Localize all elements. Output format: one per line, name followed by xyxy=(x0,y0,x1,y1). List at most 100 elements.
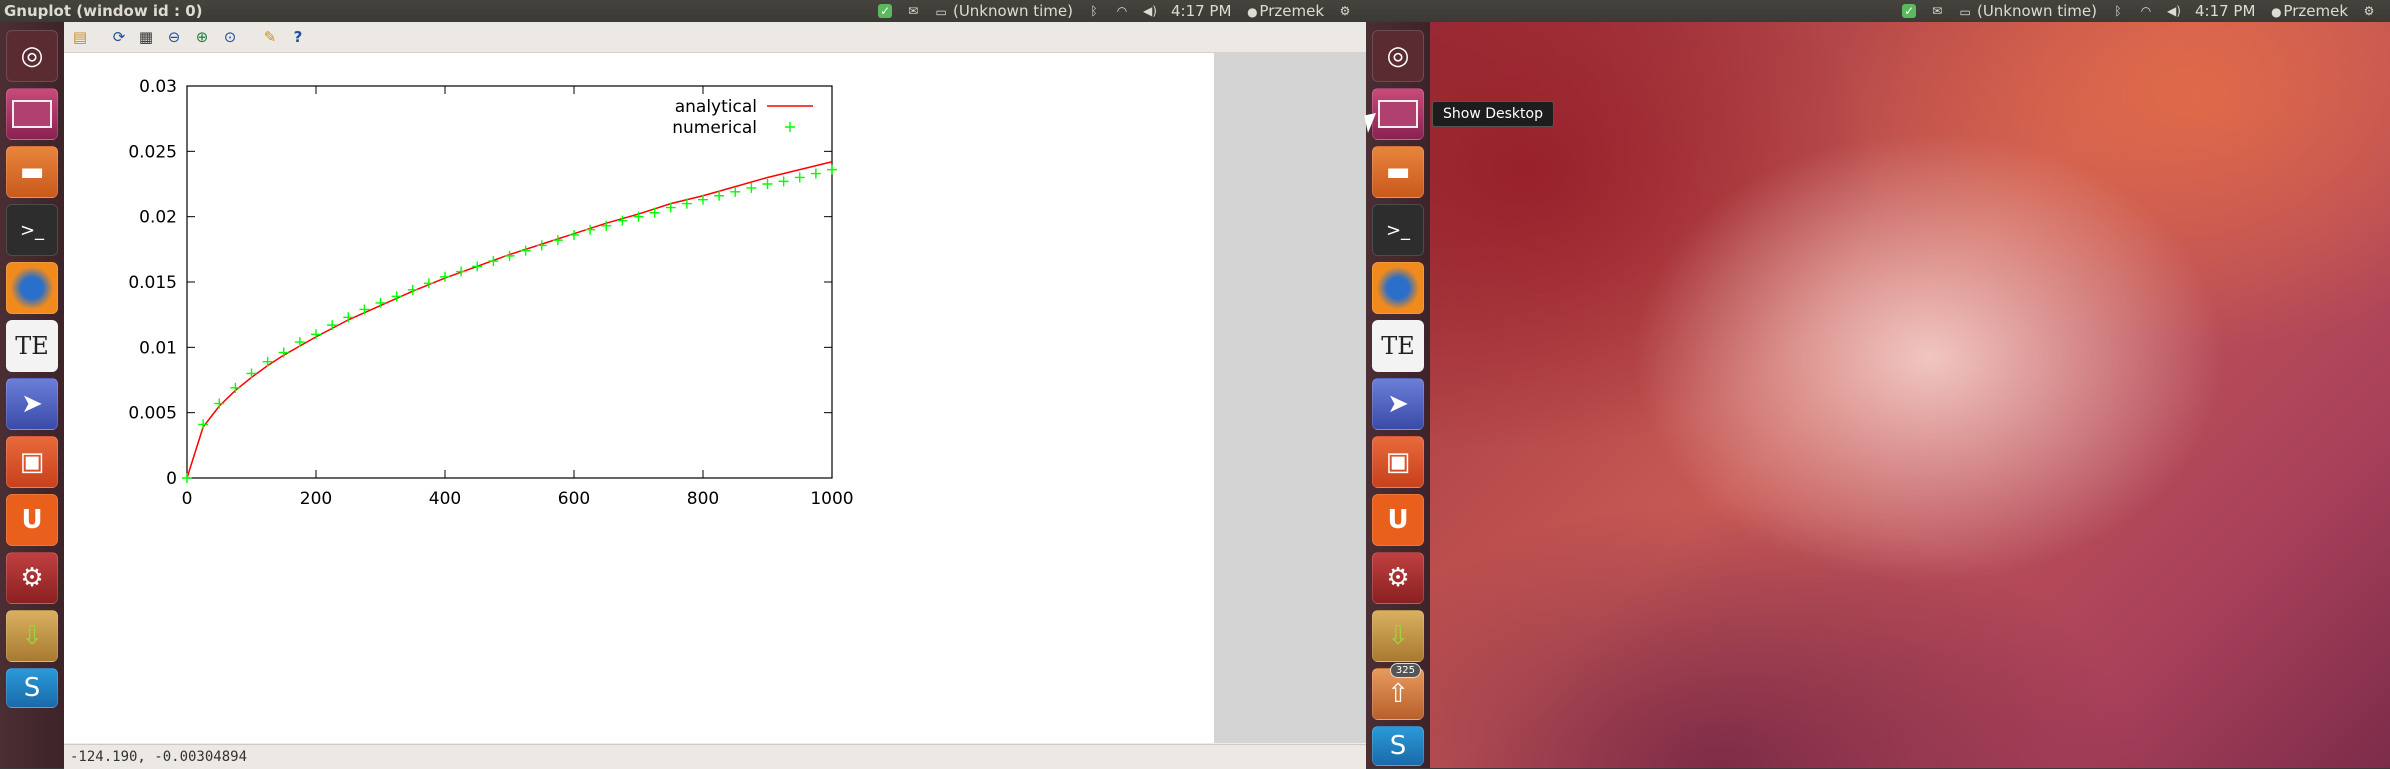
zoom-previous-button[interactable]: ⊖ xyxy=(164,27,184,47)
data-point-numerical xyxy=(536,240,547,251)
data-point-numerical xyxy=(488,256,499,267)
replot-button[interactable]: ⟳ xyxy=(109,27,129,47)
mouse-coordinates: -124.190, -0.00304894 xyxy=(70,749,248,765)
update-check-icon[interactable]: ✓ xyxy=(878,4,893,18)
update-manager-button[interactable]: ⇩ xyxy=(6,610,58,662)
data-point-numerical xyxy=(778,176,789,187)
help-icon: ? xyxy=(293,28,303,46)
ubuntu-one-icon: U xyxy=(1387,505,1409,535)
files-button[interactable]: ▬ xyxy=(1372,146,1424,198)
window-title: Gnuplot (window id : 0) xyxy=(4,2,203,20)
data-point-numerical xyxy=(730,186,741,197)
update-notifier-button[interactable]: ⇧ 325 xyxy=(1372,663,1424,720)
wrench-icon: ✎ xyxy=(263,28,277,46)
data-point-numerical xyxy=(375,297,386,308)
zoom-next-button[interactable]: ⊕ xyxy=(192,27,212,47)
top-panel-left: Gnuplot (window id : 0) ✓ ✉ ▭ (Unknown t… xyxy=(0,0,1366,22)
bluetooth-icon[interactable]: ᛒ xyxy=(2114,4,2122,18)
autoscale-button[interactable]: ⊙ xyxy=(220,27,240,47)
skype-button[interactable]: S xyxy=(1372,726,1424,766)
show-desktop-button[interactable] xyxy=(1372,88,1424,140)
terminal-button[interactable]: >_ xyxy=(1372,204,1424,256)
update-manager-button[interactable]: ⇩ xyxy=(1372,610,1424,662)
clock[interactable]: 4:17 PM xyxy=(2194,2,2256,20)
plot-frame xyxy=(186,85,833,479)
dash-home-button[interactable]: ◎ xyxy=(6,30,58,82)
data-point-numerical xyxy=(391,291,402,302)
x-tick-label: 600 xyxy=(558,489,590,509)
options-button[interactable]: ✎ xyxy=(260,27,280,47)
zoom-in-icon: ⊕ xyxy=(195,28,209,46)
screenshot-tool-button[interactable]: ➤ xyxy=(6,378,58,430)
mail-icon[interactable]: ✉ xyxy=(908,4,919,18)
data-point-numerical xyxy=(214,398,225,409)
software-center-button[interactable]: ▣ xyxy=(6,436,58,488)
data-point-numerical xyxy=(681,198,692,209)
user-menu[interactable]: ● Przemek xyxy=(1247,2,1324,20)
y-tick-label: 0.005 xyxy=(128,404,177,424)
user-icon: ● xyxy=(2271,5,2282,19)
terminal-button[interactable]: >_ xyxy=(6,204,58,256)
data-point-numerical xyxy=(198,419,209,430)
help-button[interactable]: ? xyxy=(288,27,308,47)
update-check-icon[interactable]: ✓ xyxy=(1902,4,1917,18)
mail-icon[interactable]: ✉ xyxy=(1932,4,1943,18)
gnuplot-window: ▤ ⟳ ▦ ⊖ ⊕ ⊙ ✎ ? 0 200 400 600 800 1000 0 0.005 0… xyxy=(64,22,1366,769)
ubuntu-one-button[interactable]: U xyxy=(6,494,58,546)
terminal-icon: >_ xyxy=(1385,219,1411,241)
indicator-tray: ✓ ✉ ▭ (Unknown time) ᛒ ◠ ◀) 4:17 PM ● Prz… xyxy=(878,2,1352,20)
data-point-numerical xyxy=(520,245,531,256)
y-tick-label: 0.02 xyxy=(139,208,177,228)
wifi-icon[interactable]: ◠ xyxy=(2140,4,2152,18)
legend-label-numerical: numerical xyxy=(672,118,757,138)
folder-icon: ▬ xyxy=(1385,157,1411,187)
screenshot-tool-button[interactable]: ➤ xyxy=(1372,378,1424,430)
tex-icon: TE xyxy=(15,332,49,360)
ubuntu-one-icon: U xyxy=(21,505,43,535)
user-menu[interactable]: ● Przemek xyxy=(2271,2,2348,20)
desktop-wallpaper[interactable] xyxy=(1430,22,2390,768)
firefox-button[interactable] xyxy=(1372,262,1424,314)
skype-button[interactable]: S xyxy=(6,668,58,708)
gear-icon[interactable]: ⚙ xyxy=(2363,4,2375,18)
data-point-numerical xyxy=(569,229,579,240)
plot-margin xyxy=(1214,53,1366,743)
show-desktop-button[interactable] xyxy=(6,88,58,140)
x-tick-label: 0 xyxy=(182,489,193,509)
data-point-numerical xyxy=(182,473,192,483)
data-point-numerical xyxy=(601,220,612,231)
gear-icon[interactable]: ⚙ xyxy=(1339,4,1351,18)
y-tick-label: 0 xyxy=(166,469,177,489)
ubuntu-one-button[interactable]: U xyxy=(1372,494,1424,546)
wifi-icon[interactable]: ◠ xyxy=(1116,4,1128,18)
refresh-icon: ⟳ xyxy=(112,28,126,46)
firefox-button[interactable] xyxy=(6,262,58,314)
tex-icon: TE xyxy=(1381,332,1415,360)
download-arrow-icon: ⇩ xyxy=(21,621,43,651)
download-arrow-icon: ⇩ xyxy=(1387,621,1409,651)
clock[interactable]: 4:17 PM xyxy=(1170,2,1232,20)
system-settings-button[interactable]: ⚙ xyxy=(1372,552,1424,604)
grid-button[interactable]: ▦ xyxy=(136,27,156,47)
volume-icon[interactable]: ◀) xyxy=(1143,4,1157,18)
dash-home-button[interactable]: ◎ xyxy=(1372,30,1424,82)
volume-icon[interactable]: ◀) xyxy=(2167,4,2181,18)
texmaker-button[interactable]: TE xyxy=(6,320,58,372)
battery-time[interactable]: ▭ (Unknown time) xyxy=(1959,2,2097,20)
bluetooth-icon[interactable]: ᛒ xyxy=(1090,4,1098,18)
skype-icon: S xyxy=(1389,731,1407,761)
texmaker-button[interactable]: TE xyxy=(1372,320,1424,372)
show-desktop-tooltip: Show Desktop xyxy=(1432,101,1554,127)
upload-arrow-icon: ⇧ xyxy=(1387,679,1409,709)
chart-svg[interactable]: 0 200 400 600 800 1000 0 0.005 0.01 0.015 0.02 0.02… xyxy=(64,53,1214,743)
plot-canvas[interactable]: 0 200 400 600 800 1000 0 0.005 0.01 0.015 0.02 0.02… xyxy=(64,53,1214,743)
data-point-numerical xyxy=(810,168,821,179)
software-center-button[interactable]: ▣ xyxy=(1372,436,1424,488)
files-button[interactable]: ▬ xyxy=(6,146,58,198)
battery-time[interactable]: ▭ (Unknown time) xyxy=(935,2,1073,20)
copy-clipboard-button[interactable]: ▤ xyxy=(70,27,90,47)
x-tick-label: 1000 xyxy=(810,489,853,509)
cursor-tool-icon: ➤ xyxy=(21,389,43,419)
system-settings-button[interactable]: ⚙ xyxy=(6,552,58,604)
legend-label-analytical: analytical xyxy=(675,97,757,117)
